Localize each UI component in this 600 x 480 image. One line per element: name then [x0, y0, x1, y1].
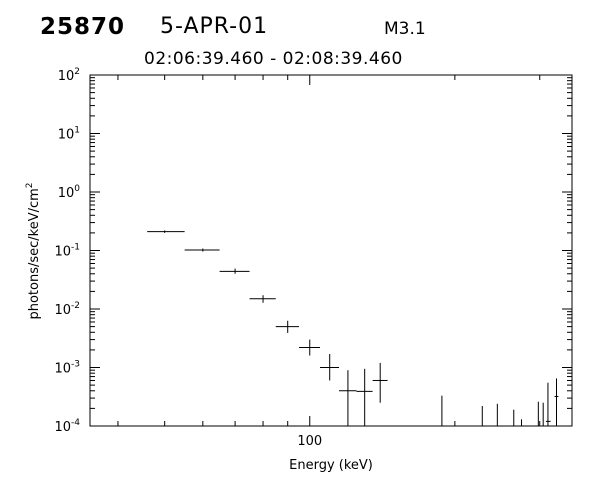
x-tick-label: 100 — [297, 434, 322, 449]
y-tick-label-base: 10 — [54, 420, 71, 435]
x-axis-label: Energy (keV) — [289, 458, 373, 473]
data-point — [219, 268, 250, 274]
y-tick-label-base: 10 — [58, 128, 75, 143]
y-tick-label-exponent: 0 — [74, 184, 80, 194]
y-tick-label: 102 — [58, 67, 80, 84]
y-tick-label-exponent: -1 — [71, 243, 80, 253]
y-tick-label: 10-3 — [54, 360, 80, 377]
y-axis-label: photons/sec/keV/cm2 — [25, 182, 42, 319]
data-point — [147, 230, 185, 233]
y-tick-label-exponent: 2 — [74, 67, 80, 77]
data-marks — [147, 230, 559, 426]
y-tick-label-base: 10 — [54, 303, 71, 318]
y-tick-label: 10-4 — [54, 418, 80, 435]
y-tick-label-exponent: 1 — [74, 126, 80, 136]
y-tick-label-exponent: -4 — [71, 418, 80, 428]
time-range: 02:06:39.460 - 02:08:39.460 — [144, 49, 403, 69]
y-tick-label: 101 — [58, 126, 80, 143]
axis-ticks — [90, 74, 572, 427]
y-tick-label-exponent: -2 — [71, 301, 80, 311]
y-axis-label-superscript: 2 — [25, 182, 35, 188]
y-tick-label-exponent: -3 — [71, 360, 80, 370]
data-point — [275, 320, 300, 333]
y-tick-label-base: 10 — [58, 69, 75, 84]
y-axis-label-text: photons/sec/keV/cm — [27, 188, 42, 319]
data-point — [299, 339, 320, 356]
x-tick-labels: 100 — [297, 434, 322, 449]
y-tick-label: 10-2 — [54, 301, 80, 318]
event-id: 25870 — [40, 14, 126, 40]
data-point — [372, 362, 388, 403]
y-tick-label-base: 10 — [58, 186, 75, 201]
flare-class: M3.1 — [384, 19, 426, 39]
data-point — [356, 368, 373, 426]
y-tick-label-base: 10 — [54, 362, 71, 377]
y-tick-label: 10-1 — [54, 243, 80, 260]
data-point — [319, 354, 340, 381]
y-tick-label: 100 — [58, 184, 81, 201]
y-tick-label-base: 10 — [54, 245, 71, 260]
plot-frame — [89, 74, 573, 427]
event-date: 5-APR-01 — [160, 14, 269, 39]
data-point — [339, 370, 357, 426]
data-point — [184, 248, 220, 252]
data-point — [249, 295, 276, 303]
